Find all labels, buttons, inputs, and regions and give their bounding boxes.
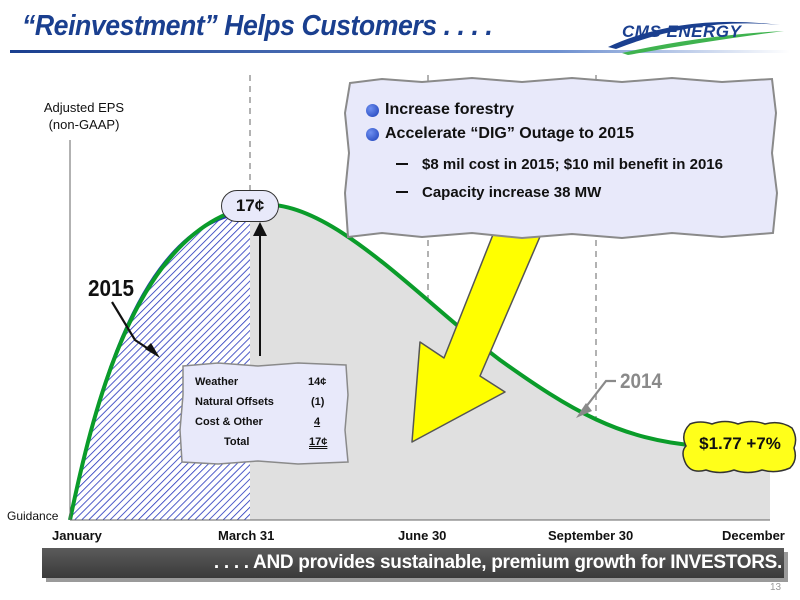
callout-17-cents: 17¢: [221, 190, 279, 222]
cms-energy-logo: [608, 21, 784, 55]
yellow-arrow: [411, 231, 543, 443]
breakdown-value: 4: [314, 416, 321, 428]
breakdown-label: Natural Offsets: [195, 396, 274, 408]
x-tick-label: March 31: [218, 528, 275, 543]
x-tick-label: December: [722, 528, 785, 543]
result-label: $1.77 +7%: [699, 434, 781, 453]
callout-arrowhead: [253, 222, 267, 236]
result-burst: [682, 420, 797, 474]
label-2015-arrowhead: [145, 343, 160, 358]
dash-icon: [396, 191, 408, 193]
page-title: “Reinvestment” Helps Customers . . . .: [22, 10, 493, 42]
breakdown-label: Weather: [195, 376, 239, 388]
series-label-2015: 2015: [88, 275, 135, 301]
bullet-text: Accelerate “DIG” Outage to 2015: [385, 125, 634, 142]
footer-text: . . . . AND provides sustainable, premiu…: [213, 552, 782, 573]
y-axis-label: Adjusted EPS (non-GAAP): [43, 100, 125, 132]
breakdown-box: [179, 362, 349, 465]
x-tick-label: September 30: [548, 528, 634, 543]
series-line-2014: [68, 202, 771, 521]
label-2014-pointer: [581, 379, 616, 413]
label-2014-arrowhead: [576, 403, 592, 418]
guidance-baseline-label: Guidance: [7, 509, 59, 523]
x-tick-label: June 30: [398, 528, 447, 543]
sub-bullet-text: Capacity increase 38 MW: [422, 183, 602, 201]
dash-icon: [396, 163, 408, 165]
bullet-item: Increase forestry: [366, 98, 776, 122]
footer-banner: [42, 548, 784, 578]
sub-bullet-text: $8 mil cost in 2015; $10 mil benefit in …: [422, 155, 723, 173]
breakdown-total-label: Total: [224, 436, 250, 448]
sub-bullet-item: $8 mil cost in 2015; $10 mil benefit in …: [366, 150, 776, 178]
breakdown-total-value: 17¢: [309, 436, 328, 448]
series-label-2014: 2014: [620, 370, 663, 393]
note-bubble: [343, 76, 779, 240]
breakdown-value: 14¢: [308, 376, 327, 388]
breakdown-value: (1): [311, 396, 325, 408]
bullet-dot-icon: [366, 103, 379, 117]
bullet-item: Accelerate “DIG” Outage to 2015: [366, 122, 776, 146]
page-number: 13: [770, 582, 782, 593]
note-bubble-content: Increase forestry Accelerate “DIG” Outag…: [366, 98, 776, 206]
sub-bullet-item: Capacity increase 38 MW: [366, 178, 776, 206]
logo-text: CMS ENERGY: [622, 22, 742, 41]
x-tick-label: January: [52, 528, 102, 543]
bullet-text: Increase forestry: [385, 101, 514, 118]
breakdown-label: Cost & Other: [195, 416, 263, 428]
title-divider: [10, 50, 790, 53]
bullet-dot-icon: [366, 127, 379, 141]
